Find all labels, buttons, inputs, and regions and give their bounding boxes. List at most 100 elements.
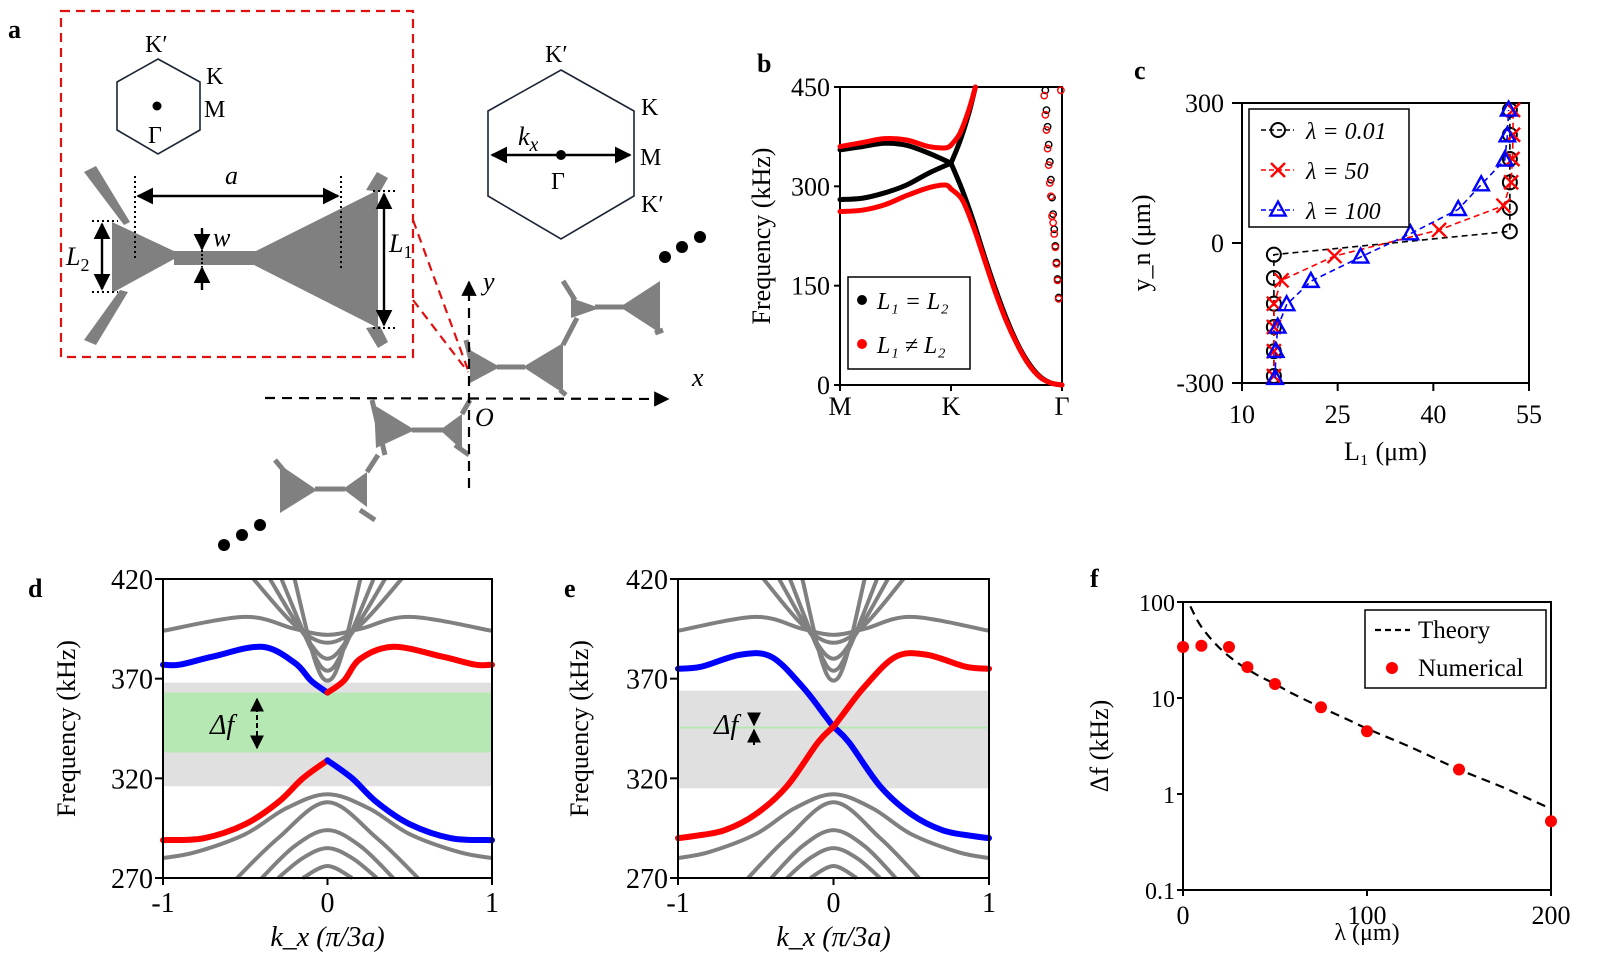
x-marker [1503, 174, 1519, 191]
bulk-band-line [162, 614, 493, 637]
x-tick-label: Γ [1054, 392, 1069, 421]
y-tick-label: 150 [791, 272, 830, 301]
triangle-marker [1495, 149, 1515, 167]
x-marker [1326, 248, 1343, 264]
panel-c: c -300 0 300 10 25 40 55 L₁ (μm) y_n (μm) λ = 0.0… [1127, 56, 1542, 466]
legend-label: λ = 50 [1305, 159, 1369, 185]
x-tick-label: K [942, 392, 961, 421]
open-marker [1048, 193, 1056, 202]
open-marker [1041, 110, 1050, 119]
legend-label: L₁ ≠ L₂ [876, 333, 946, 359]
y-tick-label: 100 [1139, 591, 1175, 617]
x-tick-label: 100 [1348, 901, 1387, 930]
open-marker [1045, 157, 1054, 166]
x-marker [1266, 295, 1282, 312]
bulk-band-line [251, 577, 404, 645]
x-tick-label: 0 [321, 888, 335, 919]
y-axis-label: y_n (μm) [1127, 195, 1156, 292]
triangle-marker [1267, 316, 1288, 334]
zoom-connector [412, 299, 469, 373]
y-axis-label: Δf (kHz) [1085, 700, 1114, 793]
band-line [948, 186, 1065, 388]
x-marker [1504, 151, 1521, 167]
legend-marker [1386, 662, 1398, 674]
label-l1: L1 [388, 229, 412, 262]
open-marker [1044, 161, 1053, 170]
bulk-band-line [235, 800, 420, 880]
triangle-marker [1301, 270, 1321, 289]
x-tick-label: 0 [1177, 901, 1190, 930]
y-tick-label: 420 [626, 565, 668, 596]
numerical-point [1269, 677, 1281, 690]
triangle-marker [1276, 293, 1297, 312]
panel-label-e: e [564, 574, 576, 603]
legend: Theory Numerical [1364, 609, 1547, 689]
edge-state-line [675, 650, 992, 842]
circle-marker [1265, 246, 1282, 263]
x-tick-label: 1 [982, 888, 996, 919]
open-marker [1041, 86, 1050, 95]
label-m: M [640, 145, 661, 171]
delta-f-label: Δf [209, 710, 237, 741]
x-tick-label: -1 [151, 888, 174, 919]
y-tick-label: -300 [1176, 369, 1224, 398]
bulk-band-line [788, 578, 879, 673]
triangle-marker [1265, 367, 1285, 386]
y-tick-label: 10 [1151, 687, 1175, 713]
bulk-band-line [279, 578, 376, 673]
bulk-band-line [785, 846, 882, 880]
brillouin-zone-large: K′ K M K′ Γ kx [487, 42, 664, 240]
bulk-bands [677, 577, 990, 880]
panel-f: f 0.1 1 10 100 0 100 200 λ (μm) Δf (kHz) Theory Nu… [1085, 564, 1571, 946]
label-k: K [206, 64, 224, 90]
open-marker [1043, 144, 1052, 153]
bulk-bands [162, 577, 493, 880]
legend-marker [857, 339, 867, 349]
open-marker [1056, 86, 1065, 95]
x-tick-label: 1 [485, 888, 499, 919]
bulk-band-line [769, 828, 898, 880]
series-line [1274, 109, 1510, 379]
numerical-point [1361, 725, 1373, 738]
y-tick-label: 270 [626, 864, 668, 895]
x-tick-label: 55 [1516, 400, 1542, 429]
label-l2: L2 [65, 242, 89, 275]
circle-marker [1501, 174, 1518, 191]
bulk-band-line [800, 578, 867, 683]
label-k-prime: K′ [145, 32, 168, 58]
x-marker [1495, 197, 1512, 214]
ellipsis-dots [218, 231, 706, 551]
label-k: K [641, 95, 659, 121]
chart-f: 0.1 1 10 100 0 100 200 λ (μm) Δf (kHz) Theory Nume… [1085, 591, 1571, 946]
y-tick-label: 1 [1163, 783, 1175, 809]
open-marker [1047, 192, 1055, 201]
label-a: a [225, 161, 238, 190]
legend-label: Theory [1418, 617, 1491, 644]
label-y-axis: y [480, 267, 495, 296]
open-marker [1052, 259, 1061, 268]
bulk-band-line [746, 800, 921, 880]
x-tick-label: 25 [1325, 400, 1351, 429]
dimensions [92, 176, 396, 329]
numerical-point [1453, 763, 1465, 776]
legend: λ = 0.01 λ = 50 λ = 100 [1248, 108, 1410, 228]
open-marker [1049, 218, 1058, 227]
label-gamma: Γ [551, 169, 565, 195]
label-gamma: Γ [148, 123, 162, 149]
x-axis-label: k_x (π/3a) [776, 922, 890, 953]
x-marker [1273, 272, 1290, 289]
y-tick-label: 370 [111, 665, 153, 696]
legend-label: Numerical [1418, 655, 1524, 682]
edge-state-line [324, 757, 495, 844]
legend-marker [857, 295, 867, 305]
bulk-band-line [292, 578, 363, 683]
band-line [948, 84, 978, 148]
x-marker [1270, 162, 1286, 178]
open-marker [1040, 91, 1049, 100]
x-tick-label: 40 [1420, 400, 1446, 429]
brillouin-zone-small: K′ K M Γ [116, 32, 225, 155]
panel-d: d 270 320 370 420 -1 0 1 k_x (π/3a) Frequency (k… [28, 565, 499, 953]
bulk-band-line [162, 792, 493, 861]
